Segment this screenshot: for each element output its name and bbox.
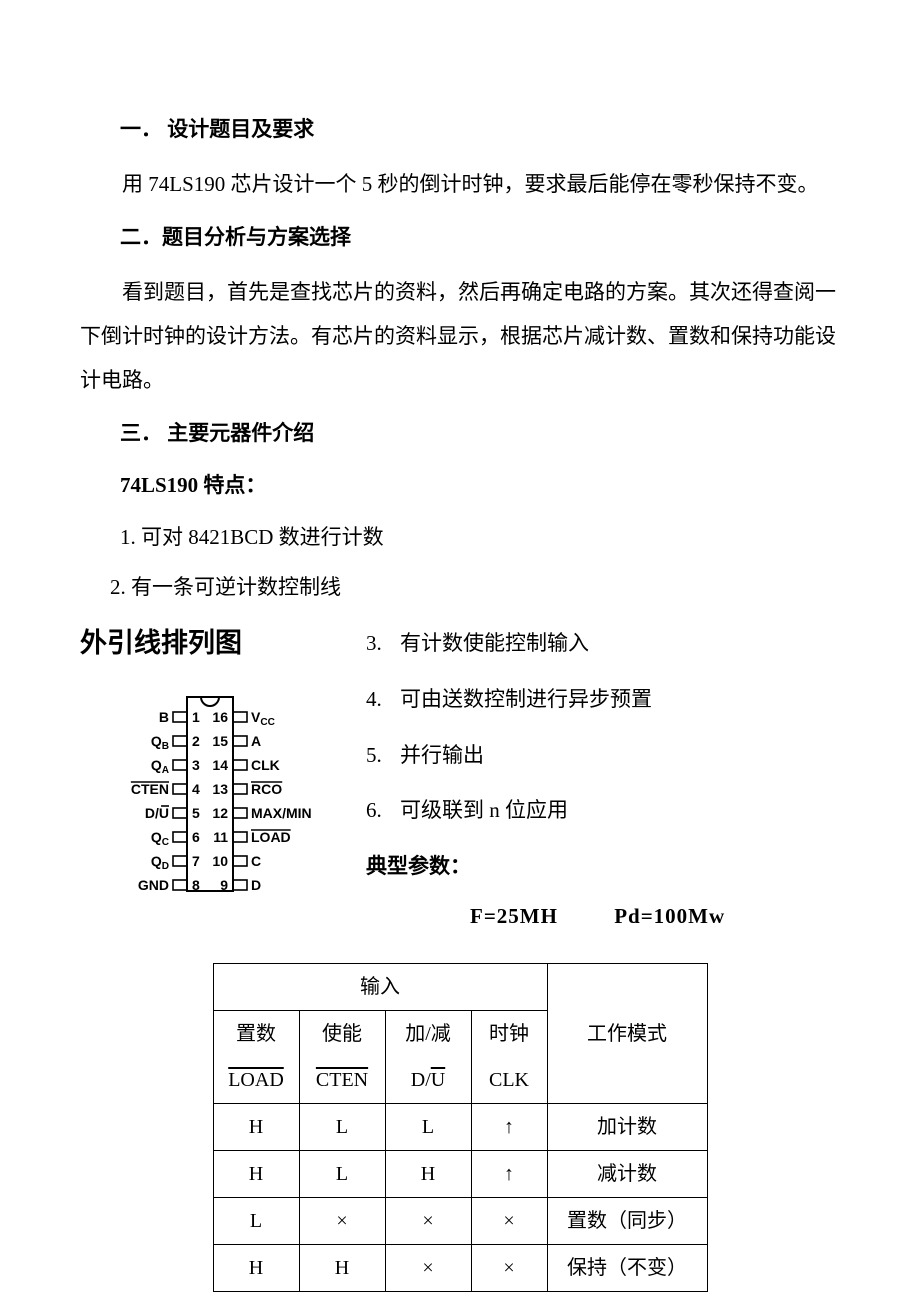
svg-text:1: 1	[192, 709, 200, 725]
pinout-title: 外引线排列图	[80, 618, 340, 669]
table-cell: 置数	[213, 1011, 299, 1058]
section-1-text: 用 74LS190 芯片设计一个 5 秒的倒计时钟，要求最后能停在零秒保持不变。	[80, 162, 840, 206]
param-pd: Pd=100Mw	[614, 904, 725, 928]
features-column: 3.有计数使能控制输入 4.可由送数控制进行异步预置 5.并行输出 6.可级联到…	[360, 618, 840, 937]
feature-1: 1. 可对 8421BCD 数进行计数	[120, 518, 840, 558]
table-cell: ×	[385, 1198, 471, 1245]
section-2-heading: 二．题目分析与方案选择	[120, 218, 840, 258]
svg-text:LOAD: LOAD	[251, 829, 291, 845]
table-cell: ↑	[471, 1104, 547, 1151]
svg-text:CLK: CLK	[251, 757, 280, 773]
svg-text:15: 15	[212, 733, 228, 749]
svg-text:8: 8	[192, 877, 200, 893]
table-cell: H	[299, 1245, 385, 1292]
table-cell: ×	[299, 1198, 385, 1245]
svg-text:D/U: D/U	[145, 805, 169, 821]
table-cell: H	[213, 1245, 299, 1292]
feature-4: 4.可由送数控制进行异步预置	[366, 680, 840, 720]
table-cell: H	[213, 1151, 299, 1198]
table-cell: ×	[385, 1245, 471, 1292]
svg-text:B: B	[159, 709, 169, 725]
table-row: HH××保持（不变）	[213, 1245, 707, 1292]
table-cell: ×	[471, 1245, 547, 1292]
table-cell: D/U	[385, 1057, 471, 1104]
feature-6: 6.可级联到 n 位应用	[366, 791, 840, 831]
svg-text:CTEN: CTEN	[131, 781, 169, 797]
svg-text:QC: QC	[151, 829, 169, 848]
svg-text:7: 7	[192, 853, 200, 869]
svg-text:4: 4	[192, 781, 200, 797]
table-row: HLL↑加计数	[213, 1104, 707, 1151]
svg-text:14: 14	[212, 757, 228, 773]
svg-text:VCC: VCC	[251, 709, 275, 728]
truth-table: 输入置数使能加/减时钟工作模式LOADCTEND/UCLKHLL↑加计数HLH↑…	[213, 963, 708, 1292]
svg-text:10: 10	[212, 853, 228, 869]
table-cell: 时钟	[471, 1011, 547, 1058]
chip-name-heading: 74LS190 特点：	[120, 466, 840, 506]
svg-text:C: C	[251, 853, 261, 869]
table-cell: 保持（不变）	[547, 1245, 707, 1292]
svg-text:11: 11	[213, 829, 228, 845]
table-cell	[547, 1057, 707, 1104]
table-row: HLH↑减计数	[213, 1151, 707, 1198]
two-column-region: 外引线排列图 116BVCC215QBA314QACLK413CTENRCO51…	[80, 618, 840, 937]
section-1-heading: 一． 设计题目及要求	[120, 110, 840, 150]
table-cell: L	[213, 1198, 299, 1245]
table-cell: 加/减	[385, 1011, 471, 1058]
svg-text:12: 12	[212, 805, 228, 821]
table-cell: CLK	[471, 1057, 547, 1104]
svg-text:QD: QD	[151, 853, 169, 872]
svg-text:MAX/MIN: MAX/MIN	[251, 805, 312, 821]
table-cell: H	[385, 1151, 471, 1198]
section-2-text: 看到题目，首先是查找芯片的资料，然后再确定电路的方案。其次还得查阅一下倒计时钟的…	[80, 270, 840, 402]
table-cell: L	[385, 1104, 471, 1151]
feature-2: 2. 有一条可逆计数控制线	[110, 568, 840, 608]
param-f: F=25MH	[470, 904, 558, 928]
table-cell: ↑	[471, 1151, 547, 1198]
feature-5: 5.并行输出	[366, 736, 840, 776]
svg-text:2: 2	[192, 733, 200, 749]
svg-text:GND: GND	[138, 877, 169, 893]
pinout-column: 外引线排列图 116BVCC215QBA314QACLK413CTENRCO51…	[80, 618, 340, 909]
table-cell: ×	[471, 1198, 547, 1245]
svg-text:9: 9	[220, 877, 228, 893]
table-cell: LOAD	[213, 1057, 299, 1104]
table-cell	[547, 964, 707, 1011]
svg-text:13: 13	[212, 781, 228, 797]
svg-text:D: D	[251, 877, 261, 893]
table-cell: 输入	[213, 964, 547, 1011]
svg-text:QB: QB	[151, 733, 169, 752]
params-values: F=25MH Pd=100Mw	[470, 897, 840, 937]
truth-table-wrap: 输入置数使能加/减时钟工作模式LOADCTEND/UCLKHLL↑加计数HLH↑…	[80, 963, 840, 1292]
svg-text:5: 5	[192, 805, 200, 821]
table-cell: H	[213, 1104, 299, 1151]
table-cell: L	[299, 1104, 385, 1151]
table-cell: 工作模式	[547, 1011, 707, 1058]
table-row: L×××置数（同步）	[213, 1198, 707, 1245]
table-cell: 加计数	[547, 1104, 707, 1151]
table-cell: L	[299, 1151, 385, 1198]
svg-text:RCO: RCO	[251, 781, 282, 797]
table-cell: 减计数	[547, 1151, 707, 1198]
svg-text:16: 16	[212, 709, 228, 725]
table-cell: CTEN	[299, 1057, 385, 1104]
table-cell: 置数（同步）	[547, 1198, 707, 1245]
svg-text:3: 3	[192, 757, 200, 773]
table-cell: 使能	[299, 1011, 385, 1058]
params-heading: 典型参数：	[366, 847, 840, 887]
svg-text:6: 6	[192, 829, 200, 845]
svg-text:A: A	[251, 733, 261, 749]
svg-text:QA: QA	[151, 757, 170, 776]
section-3-heading: 三． 主要元器件介绍	[120, 414, 840, 454]
chip-diagram: 116BVCC215QBA314QACLK413CTENRCO512D/UMAX…	[80, 679, 340, 909]
feature-3: 3.有计数使能控制输入	[366, 624, 840, 664]
